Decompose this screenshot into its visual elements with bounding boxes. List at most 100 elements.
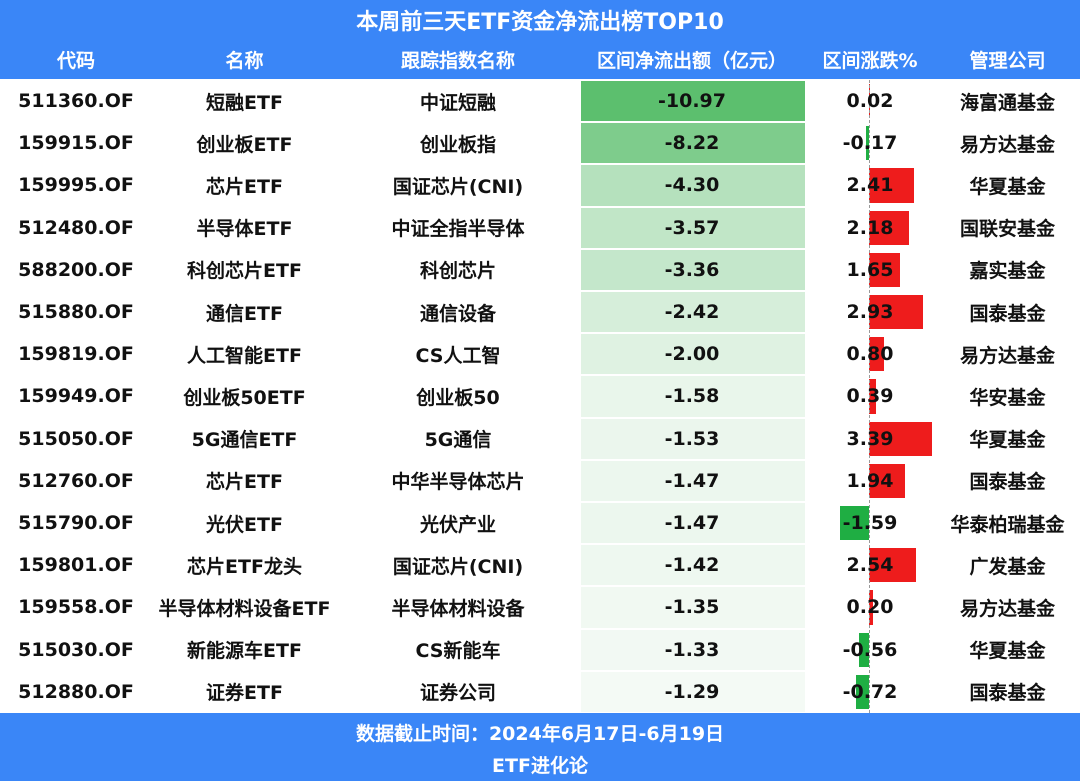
cell-code: 159819.OF (18, 343, 134, 366)
table-header: 代码 名称 跟踪指数名称 区间净流出额（亿元） 区间涨跌% 管理公司 (0, 40, 1080, 79)
cell-index: 中证全指半导体 (391, 218, 525, 241)
table-row: 515880.OF 通信ETF 通信设备 -2.42 2.93 国泰基金 (0, 291, 1080, 333)
cell-index: 创业板指 (419, 133, 496, 156)
cell-company: 国泰基金 (969, 682, 1046, 705)
cell-index: 科创芯片 (419, 260, 496, 283)
cell-code: 512760.OF (18, 469, 134, 492)
cell-company: 华泰柏瑞基金 (950, 513, 1065, 536)
outflow-heat-cell (581, 587, 805, 628)
cell-net-outflow: -8.22 (664, 132, 720, 155)
cell-code: 159558.OF (18, 596, 134, 619)
cell-company: 国联安基金 (959, 218, 1055, 241)
cell-name: 光伏ETF (206, 513, 283, 536)
cell-net-outflow: -1.47 (664, 469, 720, 492)
change-bar-rise (869, 337, 884, 372)
header-net-outflow: 区间净流出额（亿元） (596, 50, 787, 72)
cell-change-pct: 3.39 (846, 427, 894, 450)
change-zero-axis (869, 80, 870, 713)
cell-code: 512880.OF (18, 680, 134, 703)
cell-company: 易方达基金 (959, 597, 1055, 620)
cell-change-pct: -0.56 (842, 638, 898, 661)
table-row: 512760.OF 芯片ETF 中华半导体芯片 -1.47 1.94 国泰基金 (0, 460, 1080, 502)
change-bar-rise (869, 168, 914, 203)
header-code: 代码 (56, 50, 95, 72)
change-bar-rise (869, 252, 900, 287)
cell-net-outflow: -1.35 (664, 596, 720, 619)
outflow-heat-cell (581, 249, 805, 290)
cell-change-pct: 0.39 (846, 385, 894, 408)
cell-change-pct: 1.65 (846, 258, 894, 281)
change-bar-fall (858, 632, 869, 667)
cell-company: 华夏基金 (969, 429, 1046, 452)
cell-index: 5G通信 (424, 429, 492, 452)
cell-index: CS新能车 (415, 640, 501, 663)
cell-company: 嘉实基金 (969, 260, 1046, 283)
cell-name: 人工智能ETF (187, 344, 302, 367)
table-body: 511360.OF 短融ETF 中证短融 -10.97 0.02 海富通基金 159915.… (0, 80, 1080, 713)
cell-net-outflow: -3.36 (664, 258, 720, 281)
outflow-heat-cell (581, 460, 805, 501)
cell-name: 短融ETF (206, 91, 283, 114)
cell-change-pct: -0.72 (842, 680, 898, 703)
cell-net-outflow: -2.00 (664, 343, 720, 366)
cell-code: 159995.OF (18, 174, 134, 197)
cell-company: 华安基金 (969, 386, 1046, 409)
change-bar-fall (855, 674, 869, 709)
cell-index: 半导体材料设备 (391, 597, 525, 620)
cell-change-pct: 2.41 (846, 174, 894, 197)
change-bar-rise (869, 548, 916, 583)
outflow-heat-cell (581, 123, 805, 164)
outflow-heat-cell (581, 545, 805, 586)
table-row: 515790.OF 光伏ETF 光伏产业 -1.47 -1.59 华泰柏瑞基金 (0, 502, 1080, 544)
outflow-heat-cell (581, 418, 805, 459)
cell-code: 511360.OF (18, 90, 134, 113)
cell-code: 159949.OF (18, 385, 134, 408)
cell-change-pct: 0.20 (846, 596, 894, 619)
change-bar-rise (869, 379, 877, 414)
cell-company: 海富通基金 (959, 91, 1055, 114)
outflow-heat-cell (581, 671, 805, 712)
cell-net-outflow: -3.57 (664, 216, 720, 239)
header-company: 管理公司 (969, 50, 1046, 72)
cell-name: 创业板50ETF (183, 386, 306, 409)
cell-index: CS人工智 (415, 344, 501, 367)
table-row: 159801.OF 芯片ETF龙头 国证芯片(CNI) -1.42 2.54 广发基金 (0, 544, 1080, 586)
cell-company: 华夏基金 (969, 175, 1046, 198)
cell-net-outflow: -2.42 (664, 301, 720, 324)
table-row: 588200.OF 科创芯片ETF 科创芯片 -3.36 1.65 嘉实基金 (0, 249, 1080, 291)
outflow-heat-cell (581, 81, 805, 122)
cell-name: 芯片ETF龙头 (187, 555, 302, 578)
cell-net-outflow: -4.30 (664, 174, 720, 197)
cell-index: 中证短融 (419, 91, 496, 114)
cell-change-pct: 2.93 (846, 301, 894, 324)
cell-code: 159915.OF (18, 132, 134, 155)
table-row: 159558.OF 半导体材料设备ETF 半导体材料设备 -1.35 0.20 易方达基金 (0, 586, 1080, 628)
change-bar-fall (839, 506, 869, 541)
cell-name: 芯片ETF (206, 175, 283, 198)
change-bar-rise (869, 421, 932, 456)
cell-index: 证券公司 (419, 682, 496, 705)
footer-date-range: 数据截止时间：2024年6月17日-6月19日 (355, 722, 725, 745)
cell-code: 159801.OF (18, 554, 134, 577)
change-bar-fall (865, 126, 869, 161)
footer: 数据截止时间：2024年6月17日-6月19日 ETF进化论 (0, 713, 1080, 781)
cell-change-pct: -0.17 (842, 132, 898, 155)
cell-change-pct: 0.80 (846, 343, 894, 366)
table-row: 159819.OF 人工智能ETF CS人工智 -2.00 0.80 易方达基金 (0, 333, 1080, 375)
cell-code: 588200.OF (18, 258, 134, 281)
outflow-heat-cell (581, 376, 805, 417)
header-index: 跟踪指数名称 (400, 50, 515, 72)
table-row: 512480.OF 半导体ETF 中证全指半导体 -3.57 2.18 国联安基金 (0, 207, 1080, 249)
footer-source: ETF进化论 (492, 754, 588, 777)
cell-name: 创业板ETF (196, 133, 293, 156)
cell-name: 半导体ETF (196, 218, 293, 241)
cell-net-outflow: -1.33 (664, 638, 720, 661)
cell-name: 5G通信ETF (191, 429, 298, 452)
table-row: 515030.OF 新能源车ETF CS新能车 -1.33 -0.56 华夏基金 (0, 629, 1080, 671)
cell-net-outflow: -1.42 (664, 554, 720, 577)
cell-net-outflow: -1.58 (664, 385, 720, 408)
cell-index: 光伏产业 (419, 513, 496, 536)
outflow-heat-cell (581, 334, 805, 375)
cell-company: 广发基金 (969, 555, 1046, 578)
cell-index: 创业板50 (416, 386, 500, 409)
